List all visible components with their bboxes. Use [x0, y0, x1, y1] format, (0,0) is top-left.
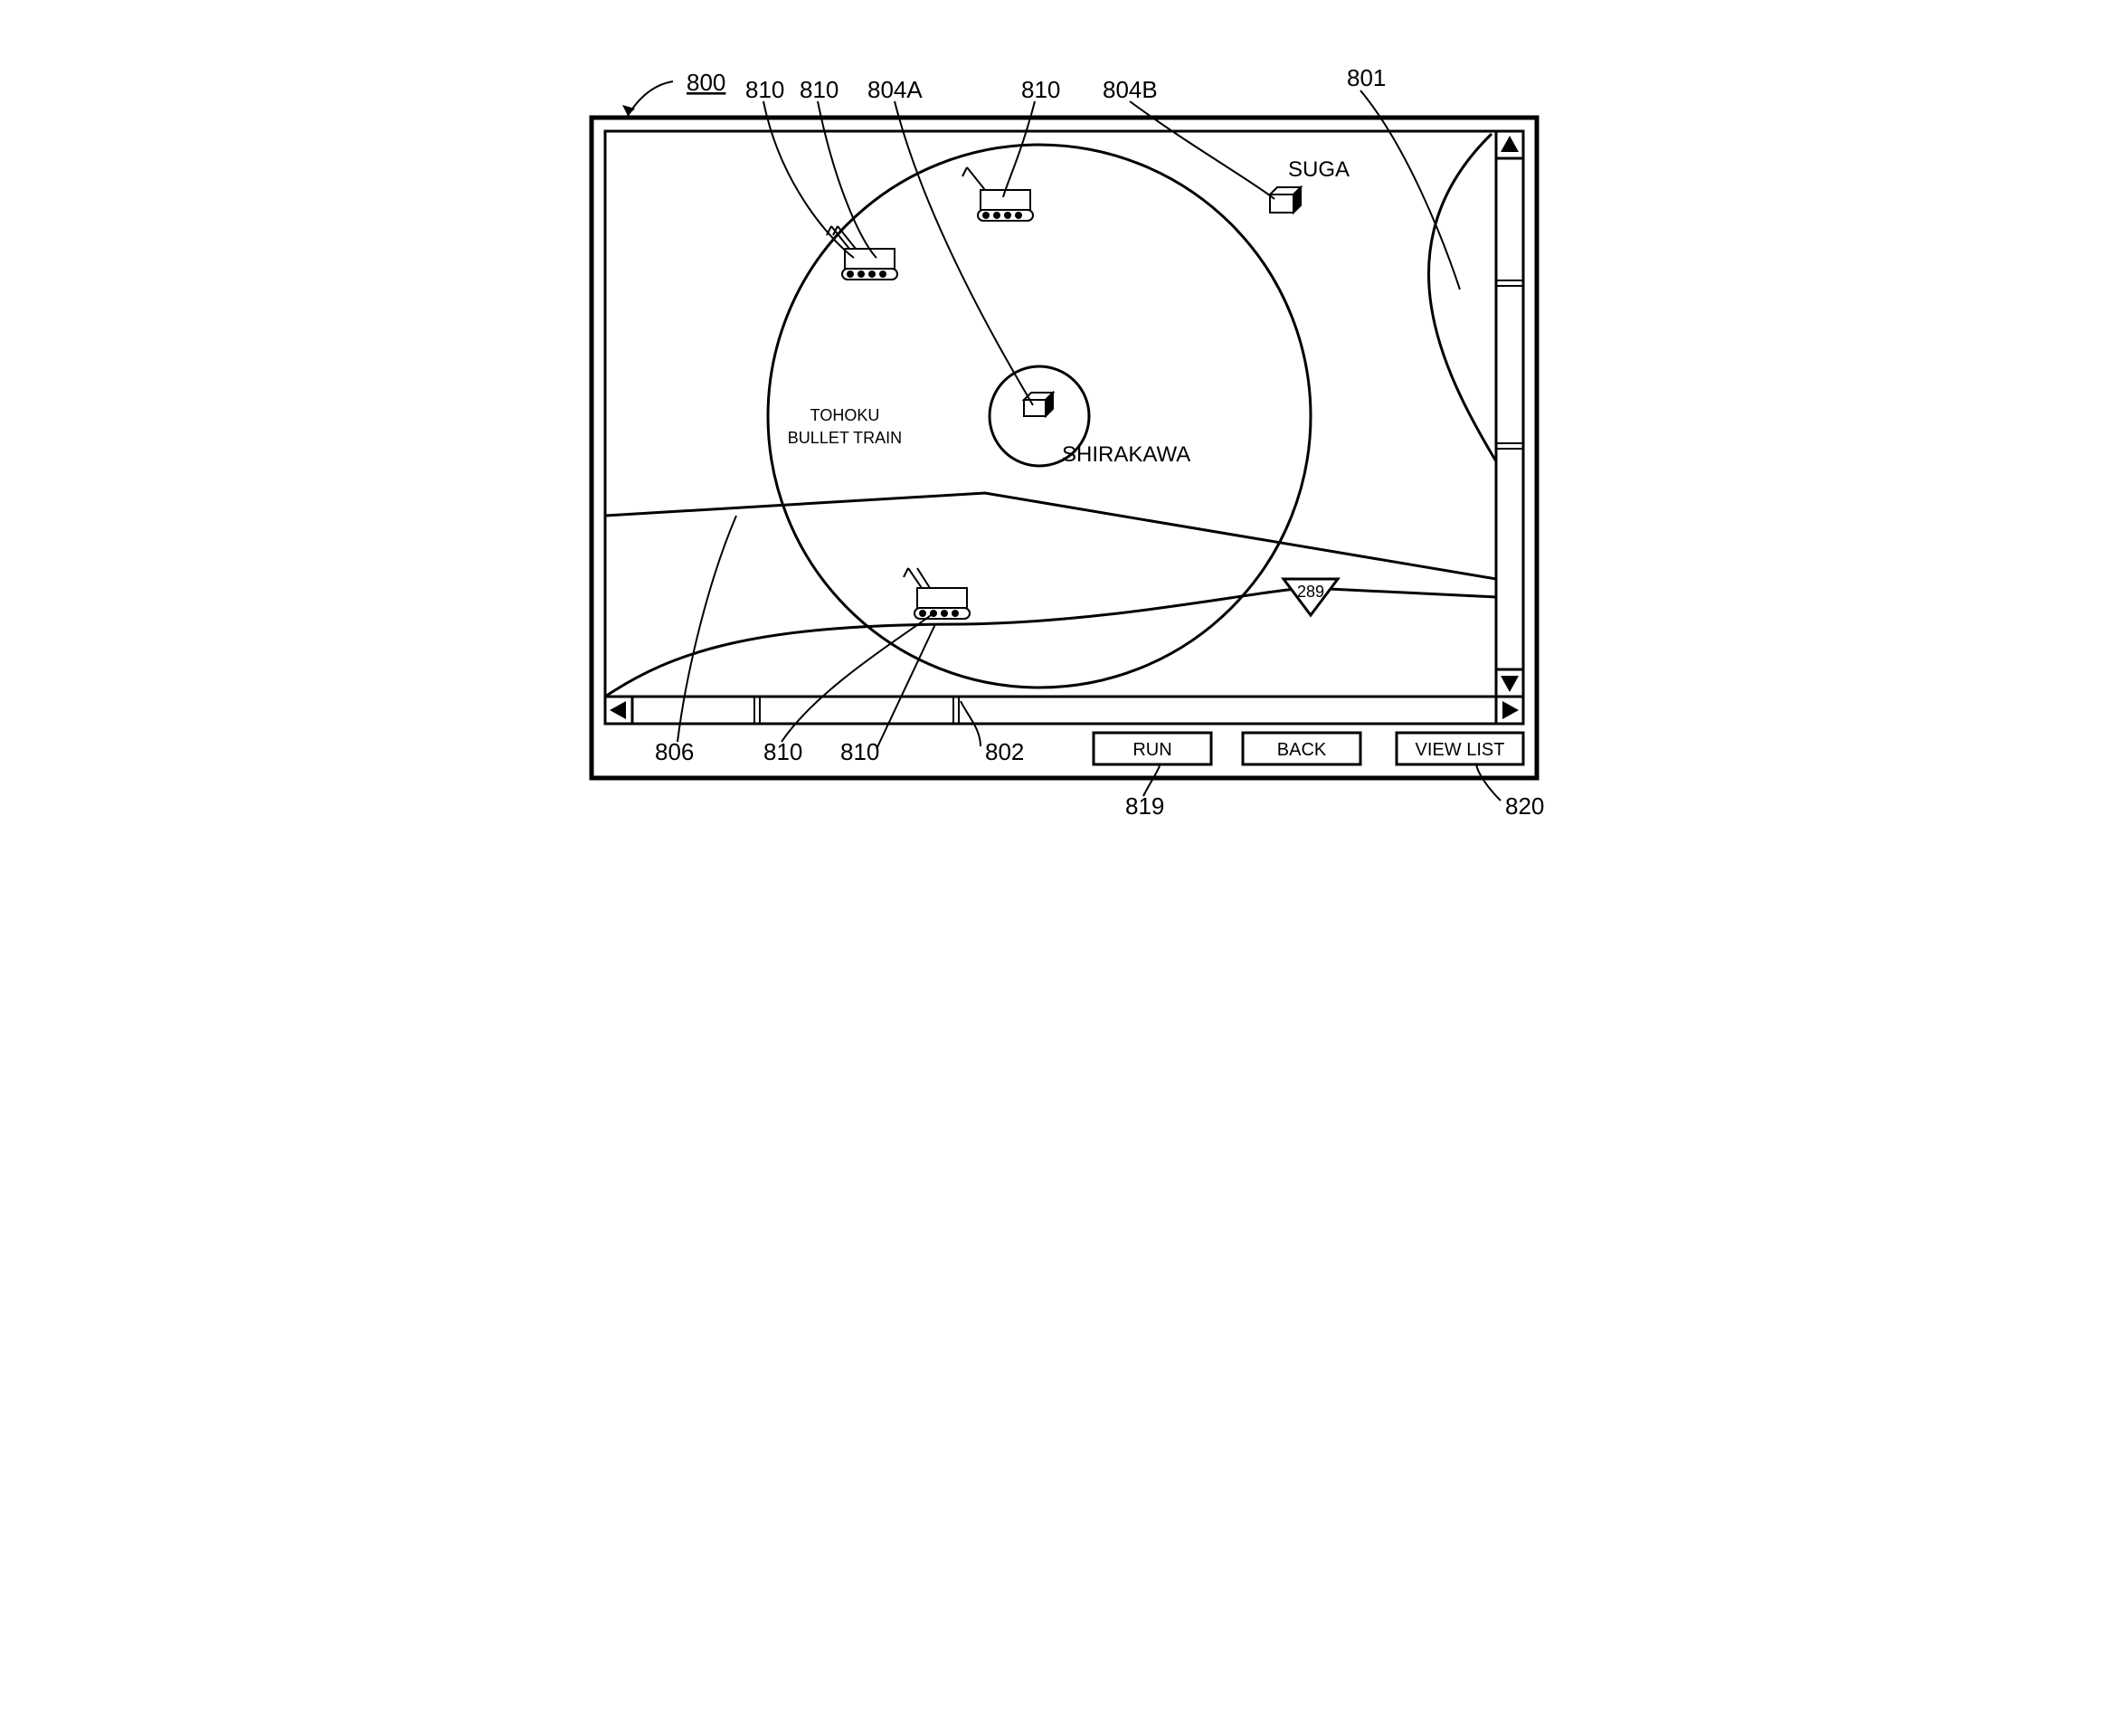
ref-802: 802 [985, 738, 1024, 765]
shirakawa-label: SHIRAKAWA [1062, 442, 1190, 467]
figure-svg: 810 810 804A 810 804B 801 800 [528, 0, 1585, 868]
ref-800: 800 [687, 69, 725, 96]
ref-810-5: 810 [840, 738, 879, 765]
ref-810-2: 810 [800, 76, 839, 103]
route-289-label: 289 [1297, 583, 1324, 601]
ref-820: 820 [1505, 792, 1544, 820]
vertical-scrollbar[interactable] [1496, 131, 1523, 697]
ref-804A: 804A [867, 76, 923, 103]
tohoku-label-2: BULLET TRAIN [788, 429, 902, 447]
ref-806: 806 [655, 738, 694, 765]
viewlist-button-label: VIEW LIST [1416, 740, 1505, 760]
map-panel [605, 131, 1496, 697]
tohoku-label-1: TOHOKU [810, 406, 880, 424]
ref-804B: 804B [1103, 76, 1158, 103]
back-button-label: BACK [1277, 740, 1327, 760]
viewlist-button[interactable]: VIEW LIST [1397, 733, 1523, 764]
run-button[interactable]: RUN [1094, 733, 1211, 764]
ref-800-group: 800 [622, 69, 725, 116]
run-button-label: RUN [1132, 740, 1171, 760]
ref-801: 801 [1347, 64, 1386, 91]
horizontal-scrollbar[interactable] [605, 697, 1523, 724]
back-button[interactable]: BACK [1243, 733, 1360, 764]
ref-819: 819 [1125, 792, 1164, 820]
ref-810-1: 810 [745, 76, 784, 103]
ref-810-3: 810 [1021, 76, 1060, 103]
station-suga-icon [1270, 187, 1301, 213]
suga-label: SUGA [1288, 157, 1350, 182]
ref-810-4: 810 [763, 738, 802, 765]
